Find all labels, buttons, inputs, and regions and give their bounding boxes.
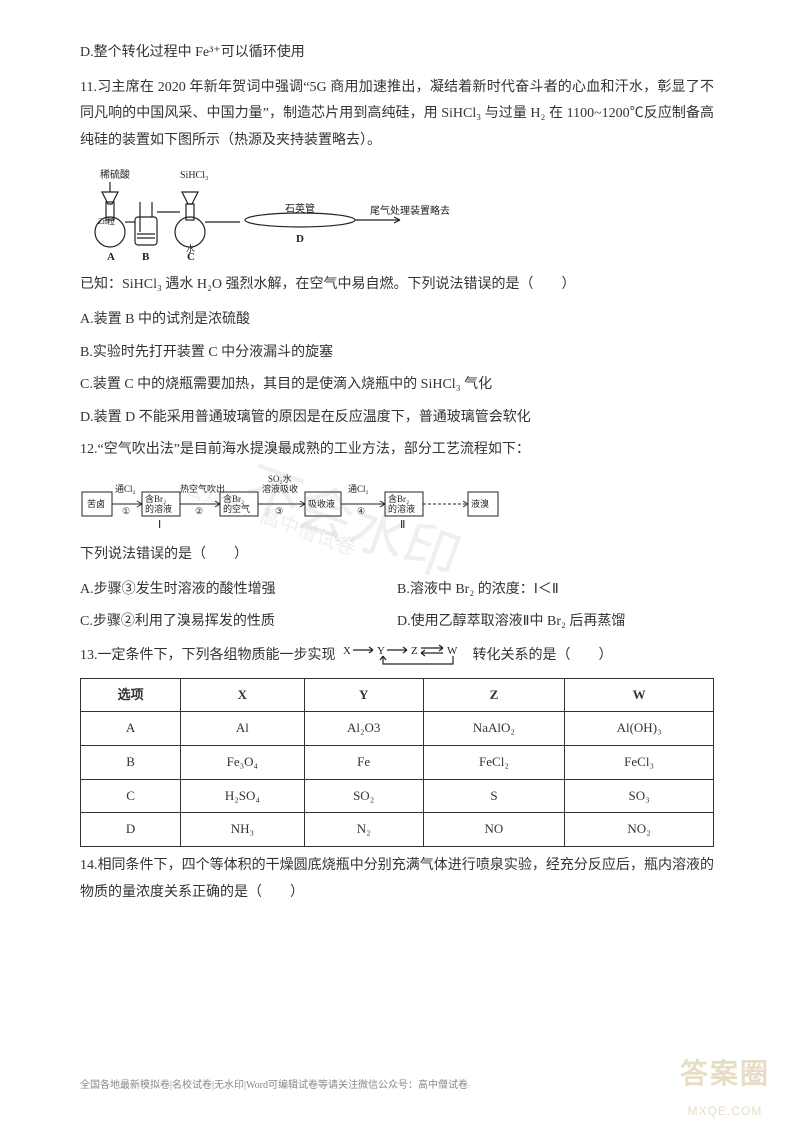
q13-col-0: 选项 xyxy=(81,678,181,712)
corner-logo: 答案圈 MXQE.COM xyxy=(670,1047,780,1107)
svg-text:的空气: 的空气 xyxy=(223,503,250,514)
table-row: A Al Al₂O3 NaAlO₂ Al(OH)₃ xyxy=(81,712,714,746)
table-row: C H₂SO₄ SO₂ S SO₃ xyxy=(81,779,714,813)
q12-flow-diagram: 苦卤 含Br₂的溶液 含Br₂的空气 吸收液 含Br₂的溶液 液溴 通Cl₂① … xyxy=(80,472,560,532)
svg-text:吸收液: 吸收液 xyxy=(308,498,335,509)
q11-option-c: C.装置 C 中的烧瓶需要加热，其目的是使滴入烧瓶中的 SiHCl₃ 气化 xyxy=(80,372,714,399)
svg-text:W: W xyxy=(447,645,458,657)
label-sihcl3: SiHCl₃ xyxy=(180,170,209,181)
q10-option-d: D.整个转化过程中 Fe³⁺可以循环使用 xyxy=(80,40,714,67)
q11-option-b: B.实验时先打开装置 C 中分液漏斗的旋塞 xyxy=(80,340,714,367)
q11-known: 已知：SiHCl₃ 遇水 H₂O 强烈水解，在空气中易自燃。下列说法错误的是（ … xyxy=(80,272,714,299)
q12-ask: 下列说法错误的是（ ） xyxy=(80,542,714,569)
q12-option-a: A.步骤③发生时溶液的酸性增强 xyxy=(80,577,397,604)
svg-text:②: ② xyxy=(195,506,203,516)
svg-text:热空气吹出: 热空气吹出 xyxy=(180,483,225,494)
q12-stem: 12.“空气吹出法”是目前海水提溴最成熟的工业方法，部分工艺流程如下： xyxy=(80,437,714,464)
q13-col-3: Z xyxy=(423,678,564,712)
svg-text:含Br₂: 含Br₂ xyxy=(145,493,166,504)
svg-text:③: ③ xyxy=(275,506,283,516)
svg-text:D: D xyxy=(296,233,304,245)
corner-logo-big: 答案圈 xyxy=(670,1047,780,1100)
svg-text:含Br₂: 含Br₂ xyxy=(388,493,409,504)
svg-text:通Cl₂: 通Cl₂ xyxy=(348,484,369,494)
q13-transform-diagram: X Y Z W xyxy=(339,642,469,670)
svg-text:SO₂水: SO₂水 xyxy=(268,473,292,484)
label-quartz: 石英管 xyxy=(285,202,315,215)
label-tail: 尾气处理装置略去 xyxy=(370,204,450,217)
svg-text:通Cl₂: 通Cl₂ xyxy=(115,484,136,494)
svg-text:含Br₂: 含Br₂ xyxy=(223,493,244,504)
q13-col-4: W xyxy=(565,678,714,712)
svg-text:苦卤: 苦卤 xyxy=(87,498,105,509)
svg-text:X: X xyxy=(343,645,351,657)
q12-option-b: B.溶液中 Br₂ 的浓度：Ⅰ＜Ⅱ xyxy=(397,577,714,604)
label-h2so4: 稀硫酸 xyxy=(100,168,130,181)
q13-stem-a: 13.一定条件下，下列各组物质能一步实现 xyxy=(80,648,336,663)
svg-text:Y: Y xyxy=(377,645,385,657)
table-row: B Fe₃O₄ Fe FeCl₂ FeCl₃ xyxy=(81,746,714,780)
svg-text:④: ④ xyxy=(357,506,365,516)
q11-apparatus-diagram: 稀硫酸 SiHCl₃ 石英管 尾气处理装置略去 Zn粒 水 A B C D xyxy=(80,162,460,262)
q13-col-2: Y xyxy=(304,678,423,712)
svg-text:Ⅰ: Ⅰ xyxy=(158,519,161,531)
q13-stem-b: 转化关系的是（ ） xyxy=(473,648,613,663)
footer-text: 全国各地最新模拟卷|名校试卷|无水印|Word可编辑试卷等请关注微信公众号：高中… xyxy=(80,1076,468,1095)
q12-option-d: D.使用乙醇萃取溶液Ⅱ中 Br₂ 后再蒸馏 xyxy=(397,609,714,636)
q12-option-c: C.步骤②利用了溴易挥发的性质 xyxy=(80,609,397,636)
q11-stem: 11.习主席在 2020 年新年贺词中强调“5G 商用加速推出，凝结着新时代奋斗… xyxy=(80,75,714,155)
svg-text:B: B xyxy=(142,251,150,262)
svg-text:C: C xyxy=(187,251,195,262)
q14-stem: 14.相同条件下，四个等体积的干燥圆底烧瓶中分别充满气体进行喷泉实验，经充分反应… xyxy=(80,853,714,906)
table-row: D NH₃ N₂ NO NO₂ xyxy=(81,813,714,847)
svg-text:的溶液: 的溶液 xyxy=(145,503,172,514)
svg-text:Z: Z xyxy=(411,645,418,657)
label-zn: Zn粒 xyxy=(98,216,115,226)
q11-option-a: A.装置 B 中的试剂是浓硫酸 xyxy=(80,307,714,334)
svg-text:Ⅱ: Ⅱ xyxy=(400,519,405,531)
q13-stem: 13.一定条件下，下列各组物质能一步实现 X Y Z W 转化关系的是（ ） xyxy=(80,642,714,670)
q13-col-1: X xyxy=(181,678,304,712)
svg-text:的溶液: 的溶液 xyxy=(388,503,415,514)
svg-text:液溴: 液溴 xyxy=(471,498,489,509)
q13-table: 选项 X Y Z W A Al Al₂O3 NaAlO₂ Al(OH)₃ B F… xyxy=(80,678,714,847)
svg-text:溶液吸收: 溶液吸收 xyxy=(262,483,298,494)
corner-logo-small: MXQE.COM xyxy=(670,1100,780,1123)
svg-text:A: A xyxy=(107,251,115,262)
q11-option-d: D.装置 D 不能采用普通玻璃管的原因是在反应温度下，普通玻璃管会软化 xyxy=(80,405,714,432)
svg-text:①: ① xyxy=(122,506,130,516)
